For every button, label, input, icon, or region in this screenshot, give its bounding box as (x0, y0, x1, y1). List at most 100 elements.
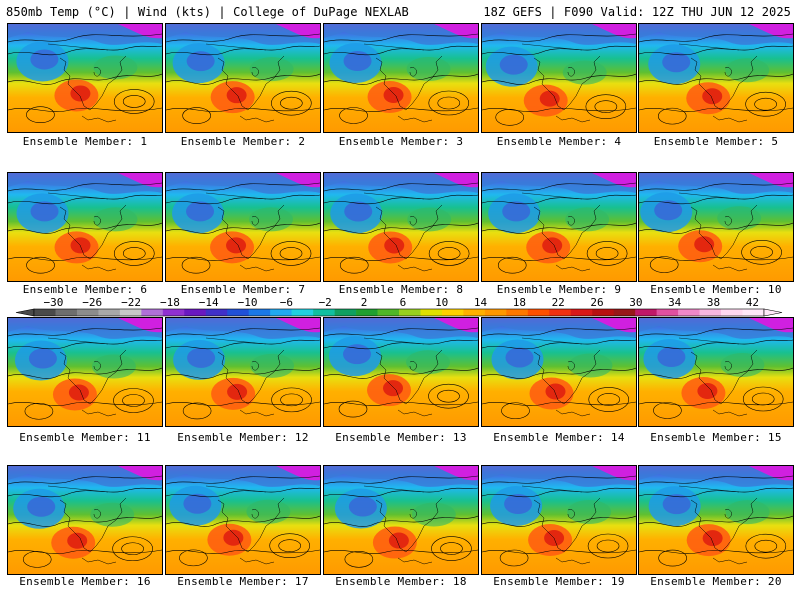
ensemble-member-map (481, 172, 637, 282)
ensemble-member-map (165, 172, 321, 282)
colorbar-segment (141, 309, 164, 316)
temperature-map (482, 466, 636, 574)
ensemble-member-label: Ensemble Member: 13 (335, 431, 467, 444)
ensemble-member-label: Ensemble Member: 9 (496, 283, 622, 296)
colorbar-segment (270, 309, 292, 316)
temperature-map (482, 173, 636, 281)
temperature-map (639, 24, 793, 132)
ensemble-member-label: Ensemble Member: 17 (177, 575, 309, 588)
temperature-map (324, 466, 478, 574)
temperature-map (8, 173, 162, 281)
colorbar-tick-label: 38 (707, 297, 720, 309)
ensemble-member-map (638, 23, 794, 133)
ensemble-member-map (638, 317, 794, 427)
colorbar-tick-label: −18 (160, 297, 180, 309)
ensemble-member-map (7, 23, 163, 133)
ensemble-member-label: Ensemble Member: 20 (650, 575, 782, 588)
colorbar-segment (119, 309, 142, 316)
ensemble-member-label: Ensemble Member: 1 (22, 135, 148, 148)
colorbar-segment (742, 309, 765, 316)
colorbar-tick-label: 2 (361, 297, 368, 309)
ensemble-member-label: Ensemble Member: 11 (19, 431, 151, 444)
colorbar-segment (570, 309, 593, 316)
colorbar-tick-label: −10 (238, 297, 258, 309)
colorbar-tick-label: −2 (319, 297, 332, 309)
temperature-map (166, 24, 320, 132)
ensemble-member-label: Ensemble Member: 8 (338, 283, 464, 296)
ensemble-member-label: Ensemble Member: 10 (650, 283, 782, 296)
colorbar-segment (205, 309, 228, 316)
colorbar-left-arrow (15, 308, 35, 317)
colorbar-tick-label: 6 (400, 297, 407, 309)
colorbar-segment (699, 309, 722, 316)
ensemble-member-map (7, 465, 163, 575)
ensemble-member-map (481, 317, 637, 427)
ensemble-member-map (638, 172, 794, 282)
colorbar-tick-label: −6 (280, 297, 293, 309)
ensemble-member-label: Ensemble Member: 4 (496, 135, 622, 148)
temperature-map (166, 466, 320, 574)
temperature-map (482, 318, 636, 426)
colorbar-tick-label: 30 (629, 297, 642, 309)
colorbar-segment (55, 309, 78, 316)
ensemble-member-label: Ensemble Member: 2 (180, 135, 306, 148)
colorbar-segment (184, 309, 207, 316)
colorbar-right-arrow (763, 308, 783, 317)
ensemble-member-label: Ensemble Member: 18 (335, 575, 467, 588)
colorbar-tick-label: 42 (746, 297, 759, 309)
chart-title: 850mb Temp (°C) | Wind (kts) | College o… (6, 5, 409, 19)
ensemble-member-map (165, 317, 321, 427)
colorbar-tick-label: 34 (668, 297, 682, 309)
colorbar-segment (377, 309, 400, 316)
colorbar-segment (291, 309, 314, 316)
temperature-map (166, 318, 320, 426)
colorbar-segment (334, 309, 357, 316)
colorbar-tick-label: −22 (121, 297, 141, 309)
colorbar-segment (527, 309, 550, 316)
colorbar-segment (76, 309, 99, 316)
temperature-map (639, 466, 793, 574)
colorbar-segment (678, 309, 700, 316)
colorbar-tick-label: 26 (590, 297, 603, 309)
ensemble-member-map (7, 172, 163, 282)
ensemble-member-label: Ensemble Member: 5 (653, 135, 779, 148)
temperature-map (639, 173, 793, 281)
ensemble-member-label: Ensemble Member: 14 (493, 431, 625, 444)
ensemble-member-label: Ensemble Member: 12 (177, 431, 309, 444)
colorbar-tick-label: 22 (552, 297, 565, 309)
colorbar-segment (313, 309, 335, 316)
colorbar-tick-label: −26 (82, 297, 102, 309)
colorbar-segment (463, 309, 486, 316)
ensemble-member-label: Ensemble Member: 19 (493, 575, 625, 588)
ensemble-member-map (323, 23, 479, 133)
ensemble-member-map (323, 317, 479, 427)
temperature-map (324, 24, 478, 132)
colorbar-segment (420, 309, 443, 316)
colorbar-segment (441, 309, 464, 316)
ensemble-member-map (7, 317, 163, 427)
ensemble-member-map (165, 465, 321, 575)
colorbar-tick-label: −14 (199, 297, 219, 309)
colorbar-segment (98, 309, 121, 316)
ensemble-member-label: Ensemble Member: 6 (22, 283, 148, 296)
temperature-map (324, 318, 478, 426)
colorbar-segment (248, 309, 271, 316)
colorbar-tick-label: 10 (435, 297, 448, 309)
colorbar-segment (356, 309, 378, 316)
colorbar-segment (613, 309, 636, 316)
temperature-map (166, 173, 320, 281)
temperature-map (8, 24, 162, 132)
colorbar-segment (162, 309, 185, 316)
ensemble-member-map (323, 172, 479, 282)
temperature-map (482, 24, 636, 132)
ensemble-member-map (481, 23, 637, 133)
colorbar-tick-label: 14 (474, 297, 488, 309)
ensemble-member-map (165, 23, 321, 133)
temperature-map (8, 466, 162, 574)
colorbar-segment (484, 309, 507, 316)
colorbar-segment (399, 309, 421, 316)
ensemble-member-label: Ensemble Member: 16 (19, 575, 151, 588)
ensemble-member-label: Ensemble Member: 3 (338, 135, 464, 148)
colorbar-segment (34, 309, 56, 316)
temperature-map (8, 318, 162, 426)
